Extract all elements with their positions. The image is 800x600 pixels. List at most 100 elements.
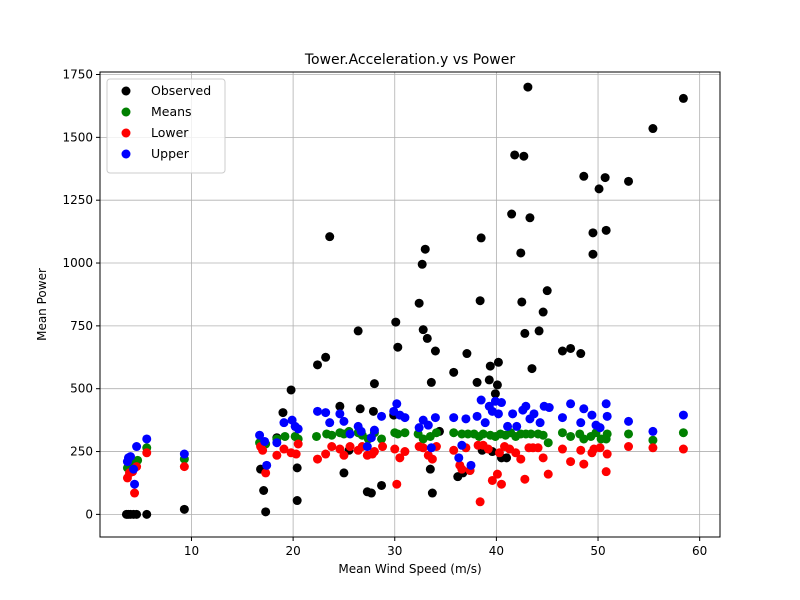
- legend-label-means: Means: [151, 104, 192, 119]
- observed-point: [278, 408, 288, 418]
- upper-point: [461, 414, 471, 424]
- upper-point: [430, 413, 440, 423]
- lower-point: [327, 442, 337, 452]
- observed-point: [507, 209, 517, 219]
- upper-point: [576, 418, 586, 428]
- lower-point: [516, 454, 526, 464]
- y-tick-label: 1250: [62, 193, 93, 207]
- observed-point: [485, 361, 495, 371]
- observed-point: [353, 326, 363, 336]
- upper-point: [476, 395, 486, 405]
- upper-point: [293, 424, 303, 434]
- means-point: [543, 438, 553, 448]
- upper-point: [130, 479, 140, 489]
- lower-point: [483, 444, 493, 454]
- upper-point: [521, 401, 531, 411]
- means-point: [557, 428, 567, 438]
- lower-point: [557, 444, 567, 454]
- lower-point: [339, 450, 349, 460]
- observed-point: [579, 171, 589, 181]
- lower-point: [258, 445, 268, 455]
- means-point: [377, 434, 387, 444]
- lower-point: [648, 443, 658, 453]
- upper-point: [557, 413, 567, 423]
- observed-point: [132, 509, 142, 519]
- means-point: [400, 428, 410, 438]
- lower-point: [576, 445, 586, 455]
- upper-point: [125, 452, 135, 462]
- y-tick-label: 750: [70, 319, 93, 333]
- legend-marker-observed: [121, 86, 131, 96]
- lower-point: [494, 448, 504, 458]
- observed-point: [393, 342, 403, 352]
- upper-point: [255, 430, 265, 440]
- x-tick-label: 20: [285, 544, 300, 558]
- upper-point: [369, 425, 379, 435]
- observed-point: [321, 352, 331, 362]
- means-point: [678, 428, 688, 438]
- upper-point: [595, 423, 605, 433]
- observed-point: [527, 364, 537, 374]
- x-tick-label: 30: [387, 544, 402, 558]
- upper-point: [272, 438, 282, 448]
- lower-point: [449, 445, 459, 455]
- y-tick-label: 0: [85, 507, 93, 521]
- lower-point: [427, 454, 437, 464]
- lower-point: [543, 469, 553, 479]
- legend: Observed Means Lower Upper: [106, 78, 226, 174]
- observed-point: [476, 233, 486, 243]
- means-point: [327, 430, 337, 440]
- upper-point: [414, 423, 424, 433]
- upper-point: [579, 404, 589, 414]
- lower-point: [272, 450, 282, 460]
- lower-point: [624, 442, 634, 452]
- observed-point: [517, 297, 527, 307]
- observed-point: [292, 463, 302, 473]
- upper-point: [454, 453, 464, 463]
- observed-point: [624, 176, 634, 186]
- lower-point: [533, 443, 543, 453]
- upper-point: [678, 410, 688, 420]
- upper-point: [377, 411, 387, 421]
- means-point: [579, 434, 589, 444]
- legend-box: [106, 78, 226, 174]
- axis-ticks: 10 20 30 40 50 60 0 250 500 750 1000 1250 1500 1750: [62, 68, 707, 558]
- observed-point: [492, 380, 502, 390]
- observed-point: [475, 296, 485, 306]
- means-point: [602, 429, 612, 439]
- upper-point: [472, 411, 482, 421]
- lower-point: [457, 464, 467, 474]
- observed-point: [516, 248, 526, 258]
- observed-point: [519, 151, 529, 161]
- observed-point: [259, 486, 269, 495]
- upper-point: [624, 416, 634, 426]
- observed-point: [525, 213, 535, 223]
- observed-point: [339, 468, 349, 478]
- grid-lines: [100, 72, 720, 537]
- observed-point: [420, 244, 430, 254]
- observed-point: [462, 349, 472, 359]
- upper-point: [392, 399, 402, 409]
- observed-point: [538, 307, 548, 317]
- lower-point: [602, 449, 612, 459]
- upper-point: [587, 410, 597, 420]
- observed-point: [417, 259, 427, 269]
- lower-point: [130, 488, 140, 498]
- upper-point: [132, 442, 142, 452]
- observed-point: [678, 93, 688, 103]
- upper-point: [335, 409, 345, 419]
- upper-point: [602, 411, 612, 421]
- lower-point: [179, 462, 189, 472]
- observed-point: [648, 124, 658, 134]
- lower-point: [601, 467, 611, 477]
- lower-point: [538, 453, 548, 463]
- x-tick-label: 40: [489, 544, 504, 558]
- legend-marker-lower: [121, 128, 131, 138]
- observed-point: [286, 385, 296, 395]
- observed-point: [335, 401, 345, 411]
- lower-point: [369, 447, 379, 457]
- lower-point: [511, 448, 521, 458]
- upper-point: [345, 429, 355, 439]
- upper-point: [529, 409, 539, 419]
